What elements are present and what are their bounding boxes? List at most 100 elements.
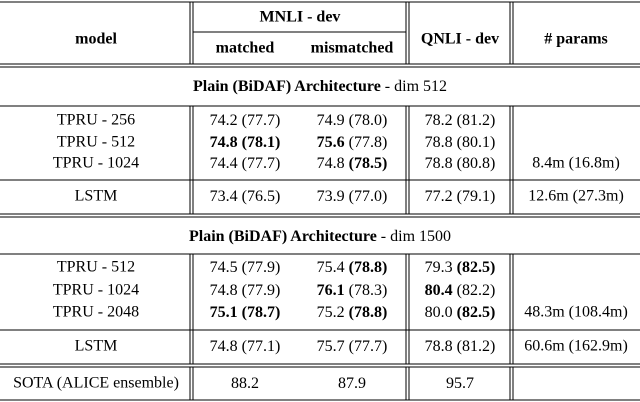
cell-value: 75.1 xyxy=(210,304,238,321)
cell: 87.9 xyxy=(338,375,366,392)
cell-value: 79.3 xyxy=(425,259,453,276)
cell-value: 78.8 xyxy=(425,338,453,355)
cell: 78.8 (80.8) xyxy=(425,155,496,172)
cell: 74.8 (78.5) xyxy=(317,155,388,172)
cell-value: 78.8 xyxy=(425,155,453,172)
row-label: TPRU - 512 xyxy=(57,259,135,276)
cell-value: 80.0 xyxy=(425,304,453,321)
cell-paren: (77.7) xyxy=(242,112,281,129)
header-cell: matched xyxy=(216,40,275,57)
header-cell: MNLI - dev xyxy=(260,9,341,26)
cell-paren: (82.5) xyxy=(457,259,496,276)
cell-value: 73.4 xyxy=(210,188,238,205)
row-label: LSTM xyxy=(75,188,118,205)
cell-paren: (81.2) xyxy=(457,112,496,129)
cell: 74.8 (77.1) xyxy=(210,338,281,355)
cell-paren: (78.8) xyxy=(349,304,388,321)
cell-value: 74.2 xyxy=(210,112,238,129)
cell-paren: (77.9) xyxy=(242,282,281,299)
cell: 74.8 (77.9) xyxy=(210,282,281,299)
cell: 78.8 (80.1) xyxy=(425,134,496,151)
cell-paren: (82.2) xyxy=(457,282,496,299)
cell: 8.4m (16.8m) xyxy=(532,155,620,172)
cell-value: 80.4 xyxy=(425,282,453,299)
section-title: Plain (BiDAF) Architecture - dim 1500 xyxy=(189,228,451,245)
cell: 48.3m (108.4m) xyxy=(524,304,628,321)
cell-value: 75.4 xyxy=(317,259,345,276)
cell: 74.9 (78.0) xyxy=(317,112,388,129)
cell: 79.3 (82.5) xyxy=(425,259,496,276)
row-label: TPRU - 2048 xyxy=(53,304,139,321)
cell-paren: (77.8) xyxy=(349,134,388,151)
cell: 74.2 (77.7) xyxy=(210,112,281,129)
cell-paren: (77.1) xyxy=(242,338,281,355)
cell: 77.2 (79.1) xyxy=(425,188,496,205)
cell-paren: (81.2) xyxy=(457,338,496,355)
cell-paren: (78.1) xyxy=(242,134,281,151)
cell-value: 75.7 xyxy=(317,338,345,355)
cell-paren: (78.0) xyxy=(349,112,388,129)
cell-value: 88.2 xyxy=(231,375,259,392)
cell: 73.4 (76.5) xyxy=(210,188,281,205)
cell-value: 74.8 xyxy=(317,155,345,172)
cell: 80.4 (82.2) xyxy=(425,282,496,299)
cell: 75.1 (78.7) xyxy=(210,304,281,321)
header-cell: model xyxy=(75,31,117,48)
cell-paren: (82.5) xyxy=(457,304,496,321)
cell: 74.5 (77.9) xyxy=(210,259,281,276)
cell-value: 74.8 xyxy=(210,282,238,299)
cell: 76.1 (78.3) xyxy=(317,282,388,299)
cell-paren: (78.8) xyxy=(349,259,388,276)
cell: 80.0 (82.5) xyxy=(425,304,496,321)
header-cell: QNLI - dev xyxy=(421,31,499,48)
cell: 95.7 xyxy=(446,375,474,392)
cell: 78.2 (81.2) xyxy=(425,112,496,129)
section-title: Plain (BiDAF) Architecture - dim 512 xyxy=(193,78,447,95)
cell-value: 73.9 xyxy=(317,188,345,205)
cell-value: 95.7 xyxy=(446,375,474,392)
cell: 75.7 (77.7) xyxy=(317,338,388,355)
cell: 74.8 (78.1) xyxy=(210,134,281,151)
cell: 75.2 (78.8) xyxy=(317,304,388,321)
cell-paren: (78.7) xyxy=(242,304,281,321)
cell: 75.4 (78.8) xyxy=(317,259,388,276)
cell-value: 78.8 xyxy=(425,134,453,151)
cell-value: 74.5 xyxy=(210,259,238,276)
section-title-sub: - dim 512 xyxy=(385,78,447,95)
cell-value: 87.9 xyxy=(338,375,366,392)
cell-paren: (80.8) xyxy=(457,155,496,172)
cell-paren: (79.1) xyxy=(457,188,496,205)
cell-value: 74.8 xyxy=(210,134,238,151)
cell: 60.6m (162.9m) xyxy=(524,338,628,355)
row-label: TPRU - 1024 xyxy=(53,155,139,172)
row-label: LSTM xyxy=(75,338,118,355)
cell-value: 78.2 xyxy=(425,112,453,129)
cell: 78.8 (81.2) xyxy=(425,338,496,355)
header-cell: mismatched xyxy=(311,40,394,57)
cell-paren: (76.5) xyxy=(242,188,281,205)
cell-value: 76.1 xyxy=(317,282,345,299)
cell-value: 75.2 xyxy=(317,304,345,321)
cell: 12.6m (27.3m) xyxy=(528,188,624,205)
row-label: SOTA (ALICE ensemble) xyxy=(13,375,179,392)
cell: 73.9 (77.0) xyxy=(317,188,388,205)
cell-paren: (77.7) xyxy=(242,155,281,172)
cell-value: 74.8 xyxy=(210,338,238,355)
header-cell: # params xyxy=(544,31,608,48)
cell-paren: (77.0) xyxy=(349,188,388,205)
row-label: TPRU - 256 xyxy=(57,112,135,129)
cell-paren: (77.9) xyxy=(242,259,281,276)
cell-value: 77.2 xyxy=(425,188,453,205)
section-title-main: Plain (BiDAF) Architecture xyxy=(189,228,377,245)
cell-paren: (77.7) xyxy=(349,338,388,355)
cell: 75.6 (77.8) xyxy=(317,134,388,151)
cell-paren: (78.3) xyxy=(349,282,388,299)
section-title-main: Plain (BiDAF) Architecture xyxy=(193,78,381,95)
cell: 88.2 xyxy=(231,375,259,392)
cell-paren: (80.1) xyxy=(457,134,496,151)
cell-value: 75.6 xyxy=(317,134,345,151)
section-title-sub: - dim 1500 xyxy=(381,228,451,245)
cell-value: 74.9 xyxy=(317,112,345,129)
